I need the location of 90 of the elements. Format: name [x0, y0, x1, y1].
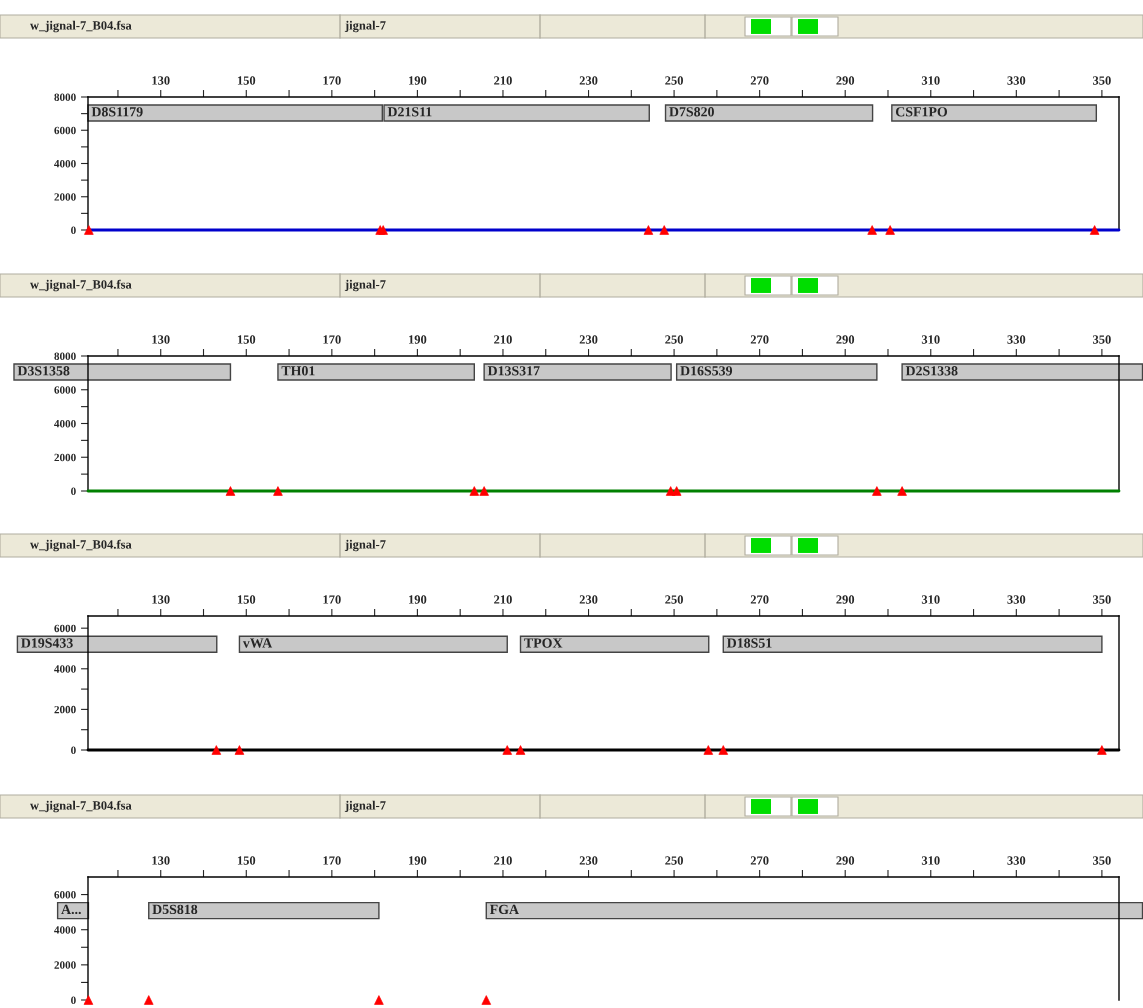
chart-title: w_jignal-7_B04.fsa: [30, 539, 132, 552]
x-tick-label: 130: [152, 595, 170, 604]
chart-subtitle: jignal-7: [344, 279, 386, 292]
x-tick-label: 130: [152, 335, 170, 344]
y-tick-label: 2000: [54, 193, 76, 201]
x-tick-label: 350: [1092, 76, 1111, 85]
x-tick-label: 350: [1092, 335, 1111, 344]
x-tick-label: 270: [750, 595, 769, 604]
x-tick-label: 330: [1007, 76, 1026, 85]
x-tick-label: 250: [665, 595, 683, 604]
y-tick-label: 6000: [54, 386, 76, 394]
x-tick-label: 210: [494, 335, 512, 344]
x-tick-label: 190: [409, 335, 427, 344]
x-tick-label: 190: [409, 595, 427, 604]
band-label: A...: [61, 904, 81, 915]
chart-subtitle: jignal-7: [344, 20, 386, 33]
x-tick-label: 310: [921, 595, 940, 604]
x-tick-label: 250: [665, 856, 683, 865]
y-tick-label: 4000: [54, 159, 76, 168]
band-label: D16S539: [680, 366, 733, 376]
band-label: TPOX: [524, 638, 563, 648]
band-label: D13S317: [487, 366, 540, 376]
x-tick-label: 290: [836, 76, 855, 85]
band-label: D21S11: [387, 107, 432, 117]
x-tick-label: 150: [237, 335, 256, 344]
x-tick-label: 290: [836, 856, 855, 865]
band-label: D3S1358: [17, 366, 70, 376]
band-label: D2S1338: [905, 366, 958, 376]
x-tick-label: 250: [665, 335, 683, 344]
x-tick-label: 210: [494, 76, 512, 85]
x-tick-label: 290: [836, 335, 855, 344]
band-label: D7S820: [669, 107, 714, 117]
y-tick-label: 0: [71, 226, 76, 234]
x-tick-label: 170: [323, 856, 341, 865]
band-label: D18S51: [726, 638, 772, 648]
x-tick-label: 210: [494, 856, 512, 865]
x-tick-label: 130: [152, 856, 170, 865]
y-tick-label: 6000: [54, 126, 76, 135]
x-tick-label: 230: [579, 856, 598, 865]
y-tick-label: 6000: [54, 891, 76, 899]
band-label: vWA: [242, 638, 273, 648]
x-tick-label: 190: [409, 76, 427, 85]
x-tick-label: 210: [494, 595, 512, 604]
x-tick-label: 250: [665, 76, 683, 85]
band-label: CSF1PO: [895, 107, 948, 117]
y-tick-label: 2000: [54, 705, 76, 714]
x-tick-label: 150: [237, 595, 256, 604]
band-label: TH01: [281, 366, 315, 376]
band-label: D8S1179: [91, 107, 143, 117]
x-tick-label: 230: [579, 595, 598, 604]
x-tick-label: 310: [921, 335, 940, 344]
x-tick-label: 270: [750, 856, 769, 865]
x-tick-label: 270: [750, 335, 769, 344]
band-label: FGA: [489, 904, 519, 915]
x-tick-label: 270: [750, 76, 769, 85]
x-tick-label: 230: [579, 335, 598, 344]
x-tick-label: 330: [1007, 856, 1026, 865]
x-tick-label: 350: [1092, 595, 1111, 604]
y-tick-label: 0: [71, 487, 76, 495]
band-label: D5S818: [152, 904, 198, 915]
chart-title: w_jignal-7_B04.fsa: [30, 279, 132, 292]
x-tick-label: 190: [409, 856, 427, 865]
x-tick-label: 150: [237, 76, 256, 85]
x-tick-label: 330: [1007, 335, 1026, 344]
x-tick-label: 130: [152, 76, 170, 85]
chart-title: w_jignal-7_B04.fsa: [30, 800, 132, 813]
y-tick-label: 0: [71, 996, 76, 1004]
y-tick-label: 4000: [54, 419, 76, 428]
y-tick-label: 8000: [54, 93, 76, 101]
band-label: D19S433: [21, 638, 73, 648]
x-tick-label: 170: [323, 76, 341, 85]
x-tick-label: 310: [921, 76, 940, 85]
y-tick-label: 6000: [54, 624, 76, 633]
chart-subtitle: jignal-7: [344, 539, 386, 552]
y-tick-label: 8000: [54, 352, 76, 360]
x-tick-label: 350: [1092, 856, 1111, 865]
y-tick-label: 2000: [54, 961, 76, 969]
x-tick-label: 170: [323, 595, 341, 604]
x-tick-label: 230: [579, 76, 598, 85]
x-tick-label: 330: [1007, 595, 1026, 604]
x-tick-label: 310: [921, 856, 940, 865]
y-tick-label: 0: [71, 746, 76, 754]
x-tick-label: 170: [323, 335, 341, 344]
chart-title: w_jignal-7_B04.fsa: [30, 20, 132, 33]
y-tick-label: 2000: [54, 453, 76, 462]
y-tick-label: 4000: [54, 665, 76, 673]
chart-subtitle: jignal-7: [344, 800, 386, 813]
y-tick-label: 4000: [54, 926, 76, 934]
x-tick-label: 150: [237, 856, 256, 865]
x-tick-label: 290: [836, 595, 855, 604]
